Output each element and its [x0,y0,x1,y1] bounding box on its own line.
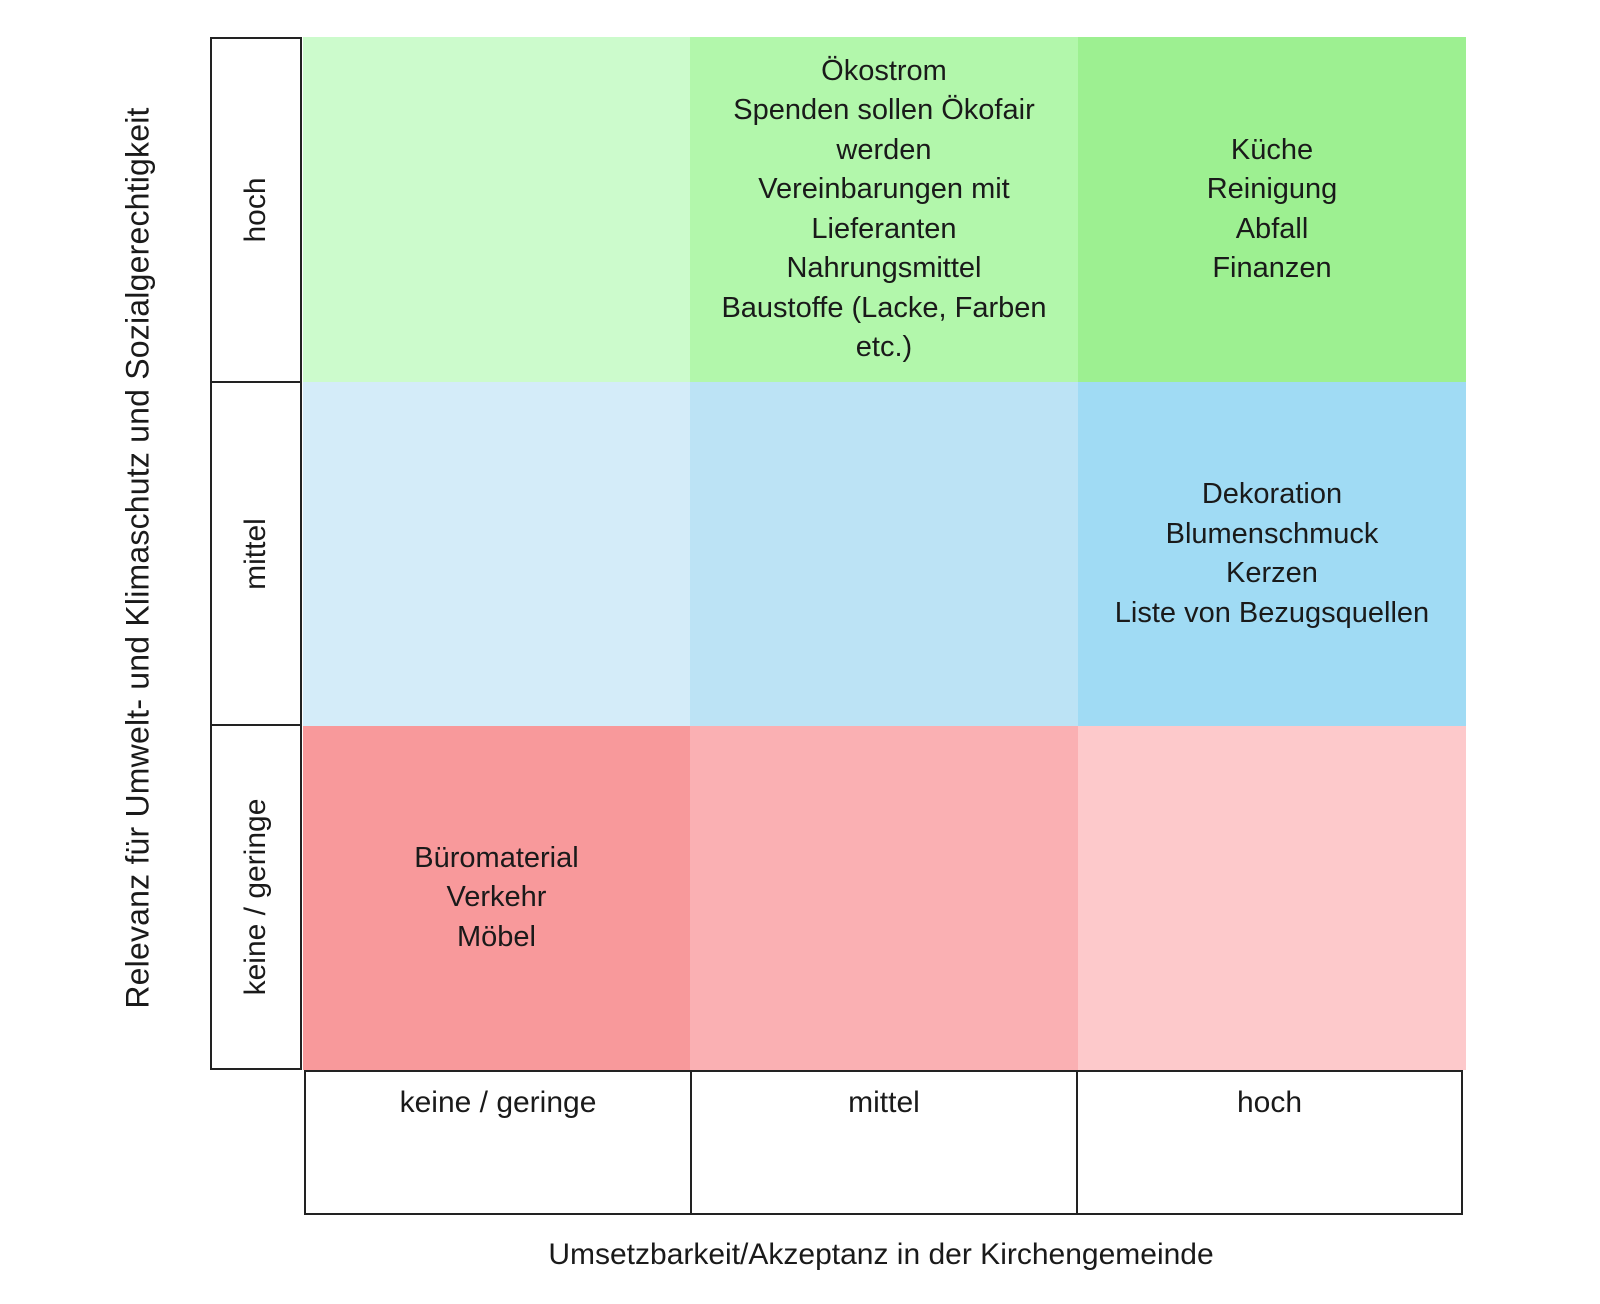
y-level-label: hoch [239,177,272,243]
cell-item: werden [836,133,932,166]
cell-item: Lieferanten [811,212,957,245]
x-level-label: keine / geringe [399,1086,597,1119]
cell-item: Büromaterial [414,841,579,874]
cell-hoch-mittel: Ökostrom Spenden sollen Ökofair werden Vere… [690,37,1078,382]
cell-item: Möbel [457,920,536,953]
cell-mittel-mittel [690,382,1078,726]
x-level-mittel: mittel [690,1070,1078,1215]
x-axis-title: Umsetzbarkeit/Akzeptanz in der Kirchenge… [548,1238,1214,1271]
cell-item: etc.) [855,331,913,363]
cell-item: Dekoration [1201,478,1343,510]
cell-item: Ökostrom [821,54,947,87]
cell-item: Abfall [1235,212,1309,245]
y-level-label: mittel [239,517,272,590]
y-level-keine-geringe: keine / geringe [210,724,302,1070]
cell-geringe-hoch [1078,726,1466,1070]
cell-item: Finanzen [1212,252,1332,284]
y-level-hoch: hoch [210,37,302,383]
y-level-mittel: mittel [210,381,302,726]
cell-mittel-geringe [303,382,690,726]
cell-item: Spenden sollen Ökofair [733,94,1035,126]
y-level-label: keine / geringe [239,798,272,996]
y-axis-title: Relevanz für Umwelt- und Klimaschutz und… [119,107,156,1009]
cell-item: Küche [1230,133,1314,166]
cell-hoch-geringe [303,37,690,382]
x-level-label: mittel [848,1086,920,1119]
cell-geringe-mittel [690,726,1078,1070]
x-level-hoch: hoch [1076,1070,1463,1215]
cell-item: Kerzen [1226,557,1318,589]
cell-item: Vereinbarungen mit [758,173,1010,205]
cell-item: Verkehr [446,881,547,914]
cell-item: Reinigung [1206,173,1338,205]
cell-hoch-hoch: Küche Reinigung Abfall Finanzen [1078,37,1466,382]
cell-item: Blumenschmuck [1165,517,1379,550]
cell-geringe-geringe: Büromaterial Verkehr Möbel [303,726,690,1070]
cell-item: Baustoffe (Lacke, Farben [721,291,1047,324]
cell-item: Nahrungsmittel [786,252,982,284]
x-level-keine-geringe: keine / geringe [304,1070,692,1215]
x-level-label: hoch [1236,1086,1303,1119]
cell-mittel-hoch: Dekoration Blumenschmuck Kerzen Liste von B… [1078,382,1466,726]
cell-item: Liste von Bezugsquellen [1114,596,1430,629]
